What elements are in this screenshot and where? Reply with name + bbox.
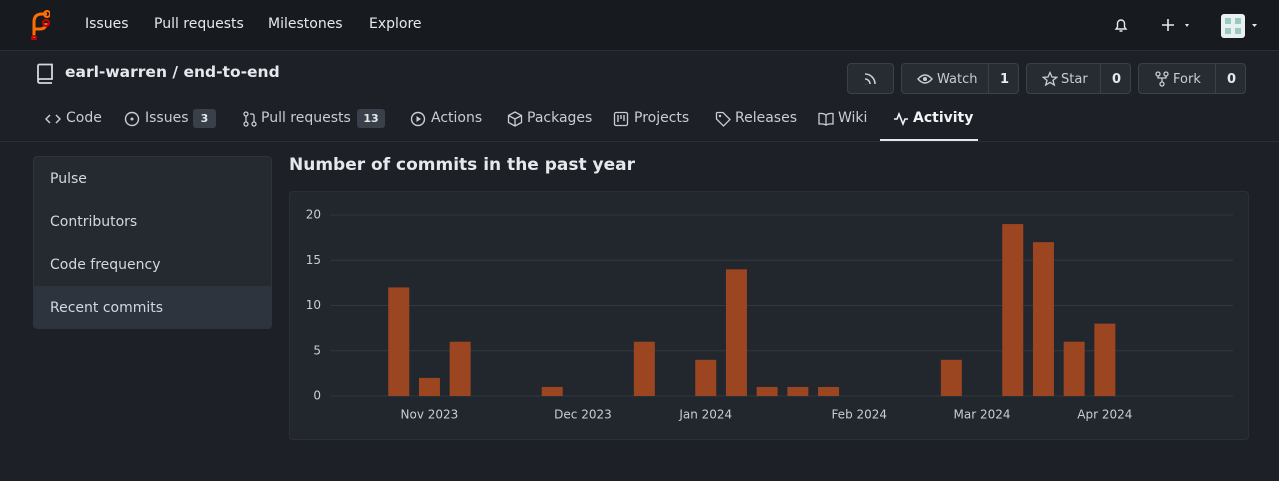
tab-count: 3 [193,109,216,128]
active-tab-underline [880,139,978,141]
sidebar-label: Contributors [50,214,138,230]
tab-label: Pull requests [261,110,351,126]
nav-link[interactable]: Pull requests [154,16,244,32]
sidebar: Pulse Contributors Code frequency Recent… [33,156,272,329]
logo[interactable] [28,10,50,40]
sidebar-item-active[interactable]: Recent commits [34,286,271,328]
sidebar-item[interactable]: Pulse [34,157,271,200]
tab-label: Issues [145,110,189,126]
repo-name[interactable]: end-to-end [183,63,280,81]
tab-label: Actions [431,110,483,126]
notifications-icon[interactable] [1113,17,1129,33]
y-tick-label: 10 [306,298,321,312]
tab-count: 13 [357,109,385,128]
nav-link[interactable]: Milestones [268,16,343,32]
repo-title: earl-warren / end-to-end [65,63,280,81]
watch-label: Watch [937,72,978,87]
x-tick-label: Nov 2023 [401,408,459,422]
sidebar-label: Recent commits [50,300,164,316]
tab-label: Code [66,110,102,126]
fork-count[interactable]: 0 [1227,72,1237,87]
y-tick-label: 0 [313,389,321,403]
bar [1002,224,1024,396]
create-menu[interactable] [1160,17,1194,33]
bar [725,269,747,396]
top-nav: Issues Pull requests Milestones Explore [0,0,1279,51]
sidebar-item[interactable]: Code frequency [34,243,271,286]
separator: / [172,63,179,81]
bar [1063,341,1085,396]
star-button[interactable]: Star 0 [1026,63,1131,94]
bar [695,359,717,396]
tab-label: Releases [735,110,797,126]
bar [418,377,440,396]
nav-link[interactable]: Explore [369,16,422,32]
sidebar-label: Code frequency [50,257,161,273]
bar [1094,323,1116,396]
y-tick-label: 15 [306,253,321,267]
bar [818,386,840,396]
fork-button[interactable]: Fork 0 [1138,63,1246,94]
x-tick-label: Jan 2024 [678,408,732,422]
bar [787,386,809,396]
x-tick-label: Apr 2024 [1077,408,1132,422]
bar [756,386,778,396]
user-menu[interactable] [1220,13,1262,39]
rss-button[interactable] [847,63,894,94]
bar [940,359,962,396]
bar [388,287,410,396]
x-tick-label: Mar 2024 [954,408,1011,422]
y-tick-label: 5 [313,343,321,357]
repo-owner[interactable]: earl-warren [65,63,167,81]
chart-container: 0 5 10 15 20 Nov 2023 Dec 2023 Jan 2024 Feb 2024… [289,191,1249,440]
y-tick-label: 20 [306,208,321,222]
tab-border [0,141,1279,142]
x-tick-label: Feb 2024 [831,408,887,422]
fork-label: Fork [1173,72,1201,87]
watch-button[interactable]: Watch 1 [901,63,1019,94]
bar [1032,242,1054,396]
x-tick-label: Dec 2023 [554,408,612,422]
tab-label: Wiki [838,110,868,126]
sidebar-item[interactable]: Contributors [34,200,271,243]
chart: 0 5 10 15 20 Nov 2023 Dec 2023 Jan 2024 Feb 2024… [306,208,1233,422]
tab-label: Activity [913,110,974,126]
nav-link[interactable]: Issues [85,16,129,32]
bar [541,386,563,396]
sidebar-label: Pulse [50,171,87,187]
repo-icon [37,63,53,84]
tab-label: Packages [527,110,593,126]
star-count[interactable]: 0 [1112,72,1122,87]
star-label: Star [1061,72,1088,87]
chart-title: Number of commits in the past year [289,155,636,175]
watch-count[interactable]: 1 [1000,72,1010,87]
bar [449,341,471,396]
tab-label: Projects [634,110,690,126]
bar [633,341,655,396]
